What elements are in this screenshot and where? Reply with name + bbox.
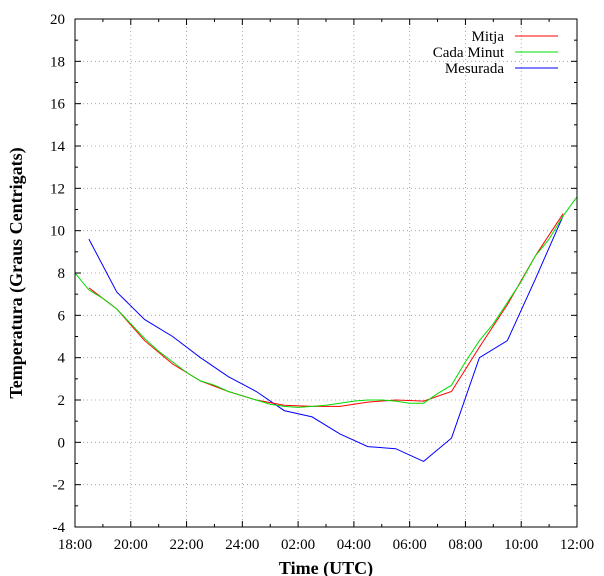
y-tick-label: 14: [50, 139, 66, 155]
legend-label: Mitja: [472, 29, 505, 45]
y-tick-label: 6: [58, 308, 66, 324]
series-line-mesurada: [88, 215, 564, 462]
x-tick-label: 24:00: [225, 537, 259, 553]
x-tick-label: 18:00: [58, 537, 92, 553]
x-tick-label: 12:00: [560, 537, 594, 553]
x-tick-label: 22:00: [169, 537, 203, 553]
series-line-mitja: [88, 213, 564, 407]
y-tick-label: 12: [50, 181, 65, 197]
y-tick-label: 18: [50, 54, 65, 70]
y-tick-label: 8: [58, 266, 66, 282]
axis-ticks: 18:00 20:00 22:00 24:00 02:00 04:00 06:00 08:00…: [50, 12, 594, 553]
x-tick-label: 10:00: [504, 537, 538, 553]
series-layer: [74, 196, 578, 462]
y-tick-label: 4: [58, 351, 66, 367]
grid-lines: [75, 19, 577, 527]
y-tick-label: -4: [53, 520, 66, 536]
x-tick-label: 04:00: [337, 537, 371, 553]
y-tick-label: 10: [50, 224, 65, 240]
series-line-cada-minut: [74, 196, 578, 408]
y-tick-label: 2: [58, 393, 66, 409]
x-tick-label: 08:00: [448, 537, 482, 553]
x-tick-label: 02:00: [281, 537, 315, 553]
legend-label: Mesurada: [445, 61, 504, 77]
y-tick-label: 20: [50, 12, 65, 28]
plot-frame: [74, 18, 578, 528]
y-tick-label: 16: [50, 97, 66, 113]
x-tick-label: 20:00: [114, 537, 148, 553]
x-axis-label: Time (UTC): [279, 558, 373, 576]
x-tick-label: 06:00: [393, 537, 427, 553]
y-tick-label: 0: [58, 435, 66, 451]
y-axis-label: Temperatura (Graus Centrigats): [6, 147, 27, 398]
y-tick-label: -2: [53, 478, 66, 494]
legend-label: Cada Minut: [433, 45, 505, 61]
